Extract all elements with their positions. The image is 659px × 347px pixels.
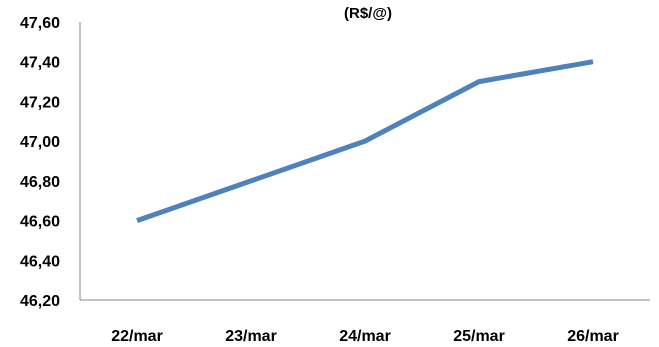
y-tick-label: 47,60 — [20, 15, 60, 32]
y-tick-label: 46,40 — [20, 253, 60, 270]
y-tick-label: 46,60 — [20, 214, 60, 231]
x-axis-tick-labels: 22/mar 23/mar 24/mar 25/mar 26/mar — [111, 328, 619, 345]
x-tick-label: 26/mar — [567, 328, 619, 345]
x-tick-label: 22/mar — [111, 328, 163, 345]
y-axis-tick-labels: 46,20 46,40 46,60 46,80 47,00 47,20 47,40 47,60 — [20, 15, 60, 310]
y-tick-label: 46,20 — [20, 293, 60, 310]
series-line — [136, 59, 594, 223]
y-tick-label: 47,20 — [20, 94, 60, 111]
y-tick-label: 47,40 — [20, 55, 60, 72]
x-tick-label: 24/mar — [339, 328, 391, 345]
x-tick-label: 25/mar — [453, 328, 505, 345]
y-tick-label: 47,00 — [20, 134, 60, 151]
x-tick-label: 23/mar — [225, 328, 277, 345]
y-tick-label: 46,80 — [20, 174, 60, 191]
chart-title: (R$/@) — [344, 5, 392, 22]
series-layer — [136, 59, 594, 223]
